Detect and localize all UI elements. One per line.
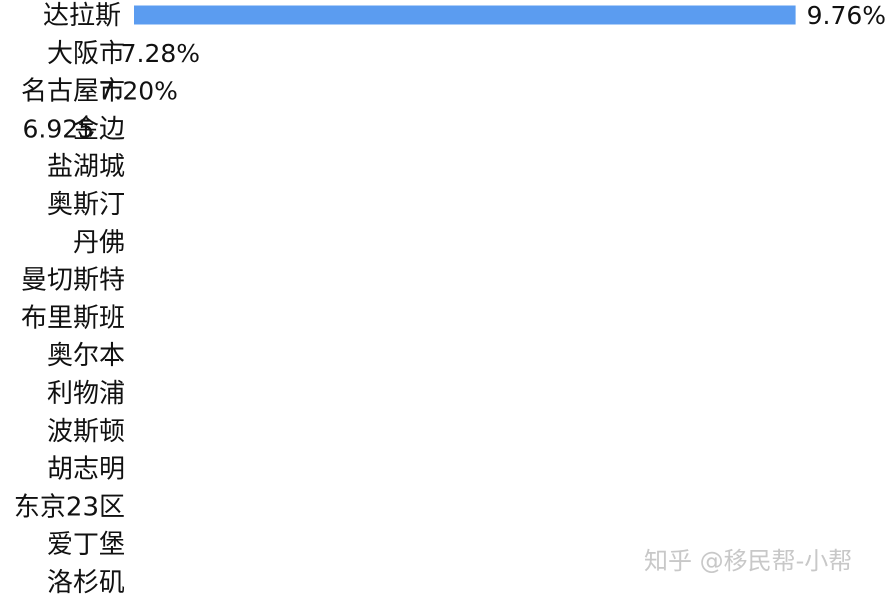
watermark-text: 知乎 @移民帮-小帮 xyxy=(644,547,852,575)
value-label-4: 6.925 xyxy=(23,114,95,143)
category-labels-group: 达拉斯大阪市名古屋市金边盐湖城奥斯汀丹佛曼切斯特布里斯班奥尔本利物浦波斯顿胡志明… xyxy=(14,1,125,596)
category-label-12: 波斯顿 xyxy=(47,417,125,447)
category-label-5: 盐湖城 xyxy=(47,152,125,182)
category-label-13: 胡志明 xyxy=(47,455,125,485)
value-label-3: 7.20% xyxy=(99,77,178,106)
category-label-3: 名古屋市 xyxy=(21,77,125,107)
category-label-9: 布里斯班 xyxy=(21,303,125,333)
category-label-10: 奥尔本 xyxy=(47,341,125,371)
category-label-4: 金边 xyxy=(73,114,125,144)
category-label-15: 爱丁堡 xyxy=(47,530,125,560)
bars-group xyxy=(134,5,796,25)
category-label-1: 达拉斯 xyxy=(43,1,121,31)
bar-1 xyxy=(134,5,796,25)
category-label-2: 大阪市 xyxy=(47,39,125,69)
category-label-16: 洛杉矶 xyxy=(47,568,125,596)
category-label-14: 东京23区 xyxy=(14,492,125,522)
category-label-8: 曼切斯特 xyxy=(21,266,125,296)
value-label-2: 7.28% xyxy=(121,39,200,68)
category-label-11: 利物浦 xyxy=(47,379,125,409)
category-label-7: 丹佛 xyxy=(73,228,125,258)
value-label-1: 9.76% xyxy=(807,1,886,30)
category-label-6: 奥斯汀 xyxy=(47,190,125,220)
